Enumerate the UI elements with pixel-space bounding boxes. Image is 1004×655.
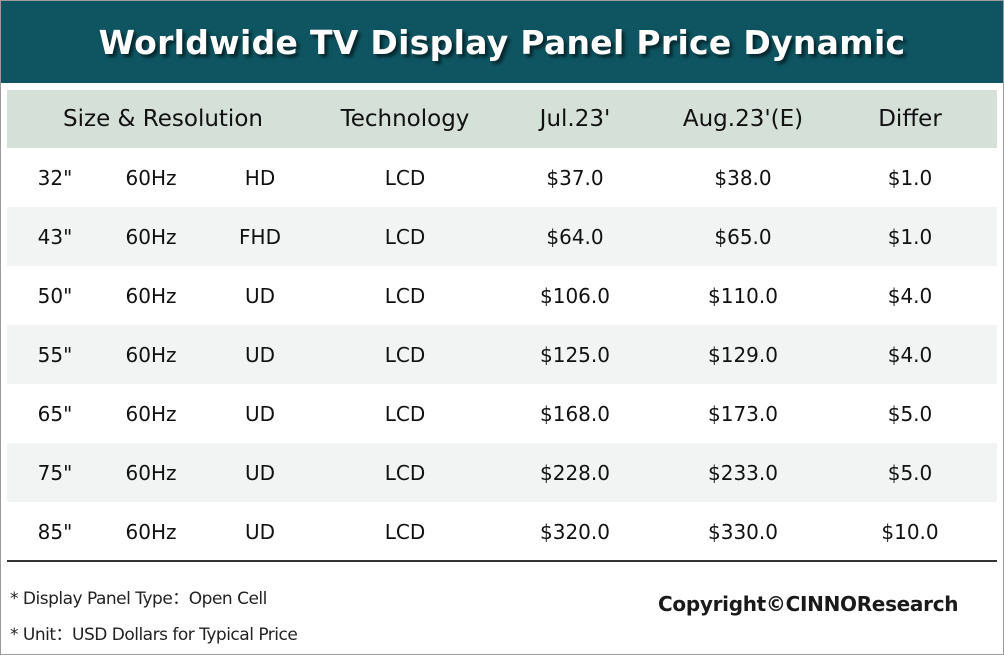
cell-differ: $4.0 bbox=[887, 342, 933, 367]
cell-aug: $129.0 bbox=[708, 342, 778, 367]
cell-jul: $228.0 bbox=[540, 460, 610, 485]
cell-differ: $10.0 bbox=[881, 519, 939, 544]
cell-size: 43" bbox=[37, 224, 73, 249]
cell-tech: LCD bbox=[384, 460, 426, 485]
cell-rate: 60Hz bbox=[125, 283, 177, 308]
cell-res: UD bbox=[244, 401, 276, 426]
note-panel-type: * Display Panel Type：Open Cell bbox=[10, 589, 267, 609]
table-row: 55" 60Hz UD LCD $125.0 $129.0 $4.0 bbox=[7, 325, 997, 384]
cell-aug: $38.0 bbox=[714, 165, 772, 190]
table-row: 50" 60Hz UD LCD $106.0 $110.0 $4.0 bbox=[7, 266, 997, 325]
header-size-resolution: Size & Resolution bbox=[63, 106, 263, 132]
table-row: 85" 60Hz UD LCD $320.0 $330.0 $10.0 bbox=[7, 502, 997, 561]
table-row: 65" 60Hz UD LCD $168.0 $173.0 $5.0 bbox=[7, 384, 997, 443]
cell-differ: $4.0 bbox=[887, 283, 933, 308]
cell-tech: LCD bbox=[384, 283, 426, 308]
cell-size: 75" bbox=[37, 460, 73, 485]
table-row: 75" 60Hz UD LCD $228.0 $233.0 $5.0 bbox=[7, 443, 997, 502]
cell-rate: 60Hz bbox=[125, 401, 177, 426]
header-aug: Aug.23'(E) bbox=[682, 106, 804, 132]
cell-tech: LCD bbox=[384, 165, 426, 190]
cell-jul: $106.0 bbox=[540, 283, 610, 308]
cell-aug: $173.0 bbox=[708, 401, 778, 426]
cell-res: UD bbox=[244, 519, 276, 544]
cell-rate: 60Hz bbox=[125, 342, 177, 367]
cell-jul: $168.0 bbox=[540, 401, 610, 426]
cell-tech: LCD bbox=[384, 401, 426, 426]
header-differ: Differ bbox=[878, 106, 942, 132]
divider bbox=[7, 560, 997, 562]
page-title: Worldwide TV Display Panel Price Dynamic bbox=[98, 22, 906, 62]
cell-rate: 60Hz bbox=[125, 519, 177, 544]
cell-jul: $37.0 bbox=[546, 165, 604, 190]
cell-rate: 60Hz bbox=[125, 165, 177, 190]
cell-size: 65" bbox=[37, 401, 73, 426]
cell-aug: $65.0 bbox=[714, 224, 772, 249]
cell-jul: $64.0 bbox=[546, 224, 604, 249]
copyright: Copyright©CINNOResearch bbox=[658, 592, 959, 616]
cell-differ: $1.0 bbox=[887, 165, 933, 190]
cell-aug: $110.0 bbox=[708, 283, 778, 308]
cell-tech: LCD bbox=[384, 342, 426, 367]
cell-tech: LCD bbox=[384, 519, 426, 544]
cell-differ: $1.0 bbox=[887, 224, 933, 249]
table-row: 43" 60Hz FHD LCD $64.0 $65.0 $1.0 bbox=[7, 207, 997, 266]
header-jul: Jul.23' bbox=[539, 106, 611, 132]
cell-aug: $233.0 bbox=[708, 460, 778, 485]
table-header: Size & Resolution Technology Jul.23' Aug… bbox=[7, 90, 997, 148]
table-row: 32" 60Hz HD LCD $37.0 $38.0 $1.0 bbox=[7, 148, 997, 207]
cell-res: HD bbox=[244, 165, 276, 190]
cell-aug: $330.0 bbox=[708, 519, 778, 544]
title-bar: Worldwide TV Display Panel Price Dynamic bbox=[1, 1, 1003, 83]
note-unit: * Unit：USD Dollars for Typical Price bbox=[10, 625, 298, 645]
cell-size: 55" bbox=[37, 342, 73, 367]
cell-size: 50" bbox=[37, 283, 73, 308]
cell-jul: $125.0 bbox=[540, 342, 610, 367]
cell-size: 85" bbox=[37, 519, 73, 544]
cell-res: UD bbox=[244, 460, 276, 485]
cell-rate: 60Hz bbox=[125, 224, 177, 249]
header-technology: Technology bbox=[340, 106, 470, 132]
cell-res: FHD bbox=[239, 224, 281, 249]
cell-tech: LCD bbox=[384, 224, 426, 249]
cell-jul: $320.0 bbox=[540, 519, 610, 544]
cell-rate: 60Hz bbox=[125, 460, 177, 485]
cell-res: UD bbox=[244, 283, 276, 308]
cell-size: 32" bbox=[37, 165, 73, 190]
cell-differ: $5.0 bbox=[887, 401, 933, 426]
cell-res: UD bbox=[244, 342, 276, 367]
cell-differ: $5.0 bbox=[887, 460, 933, 485]
